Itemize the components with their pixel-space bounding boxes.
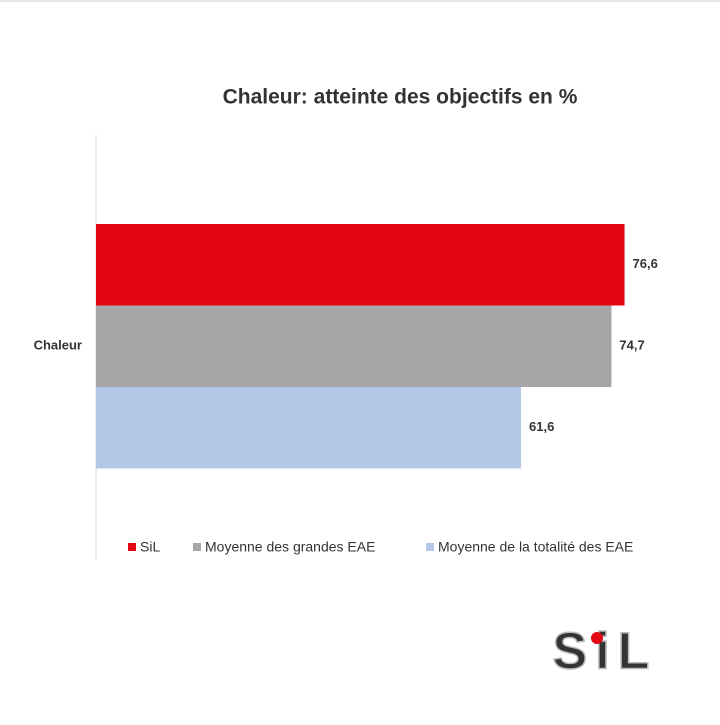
legend-label: SiL (140, 539, 160, 555)
bar (96, 224, 625, 306)
bar (96, 305, 612, 387)
logo: SiL (552, 622, 658, 682)
logo-dot (591, 632, 603, 644)
logo-text: SiL (553, 623, 658, 681)
legend-label: Moyenne de la totalité des EAE (438, 539, 633, 555)
legend-label: Moyenne des grandes EAE (205, 539, 375, 555)
legend-swatch (426, 543, 434, 551)
chart-title: Chaleur: atteinte des objectifs en % (223, 86, 578, 109)
legend-swatch (193, 543, 201, 551)
legend-swatch (128, 543, 136, 551)
data-label: 61,6 (529, 419, 554, 434)
data-label: 76,6 (633, 256, 658, 271)
y-tick-label: Chaleur (34, 338, 82, 353)
data-label: 74,7 (619, 338, 644, 353)
bar (96, 387, 522, 469)
